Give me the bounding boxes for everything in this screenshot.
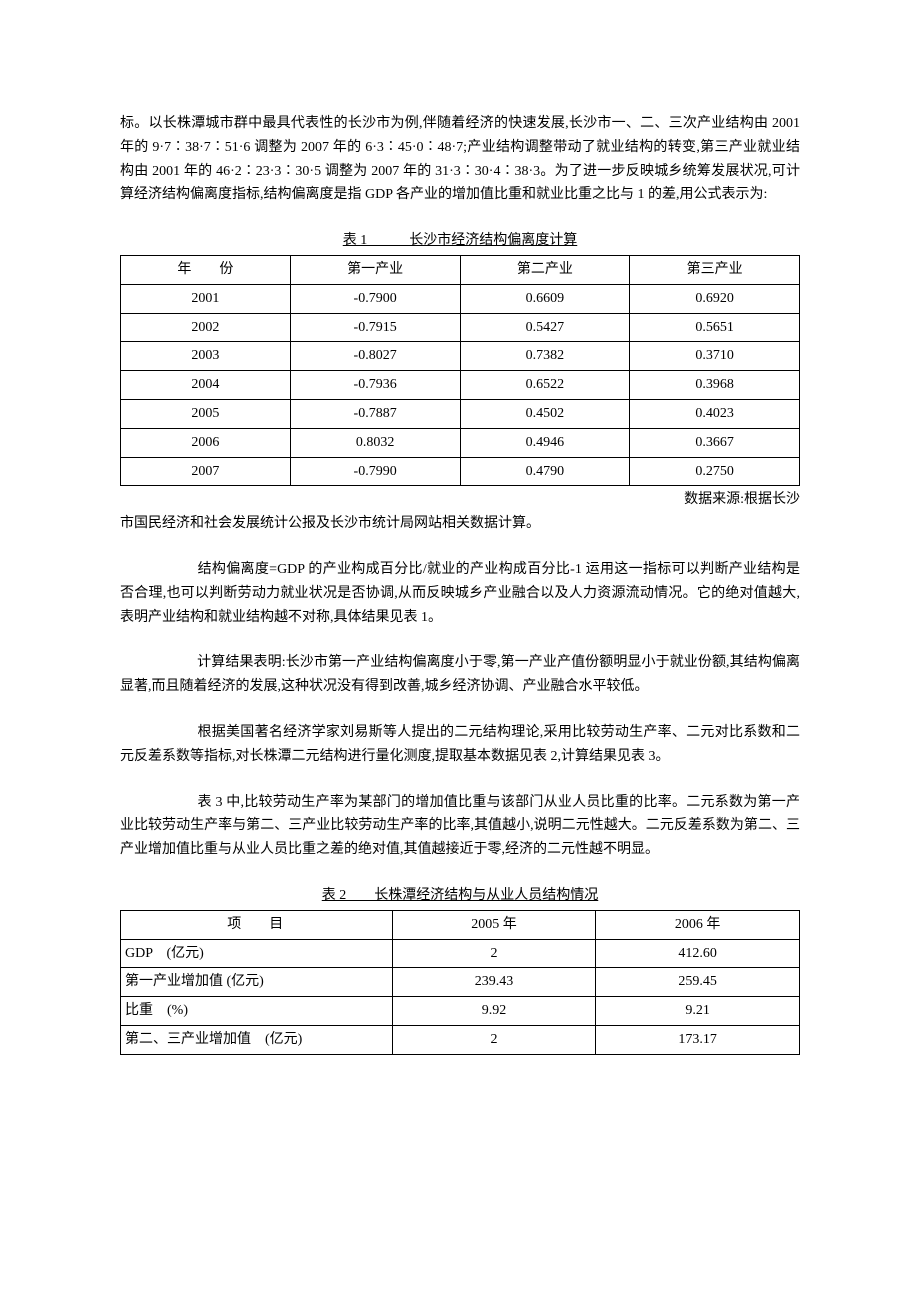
cell: 9.92	[392, 997, 596, 1026]
table2-caption: 表 2 长株潭经济结构与从业人员结构情况	[120, 884, 800, 908]
cell: 2003	[121, 342, 291, 371]
cell: -0.7936	[290, 371, 460, 400]
cell: 0.4023	[630, 399, 800, 428]
cell: 0.4502	[460, 399, 630, 428]
cell: 2	[392, 1025, 596, 1054]
table-row: 2005 -0.7887 0.4502 0.4023	[121, 399, 800, 428]
cell: 0.8032	[290, 428, 460, 457]
table1: 年 份 第一产业 第二产业 第三产业 2001 -0.7900 0.6609 0…	[120, 255, 800, 486]
cell: 0.3710	[630, 342, 800, 371]
table-row: GDP (亿元) 2 412.60	[121, 939, 800, 968]
cell: 0.3968	[630, 371, 800, 400]
cell: 第二、三产业增加值 (亿元)	[121, 1025, 393, 1054]
table1-h1: 第一产业	[290, 255, 460, 284]
table2-header-row: 项 目 2005 年 2006 年	[121, 910, 800, 939]
table1-source-right: 数据来源:根据长沙	[120, 488, 800, 512]
cell: 0.2750	[630, 457, 800, 486]
table1-h3: 第三产业	[630, 255, 800, 284]
paragraph-5: 表 3 中,比较劳动生产率为某部门的增加值比重与该部门从业人员比重的比率。二元系…	[120, 791, 800, 862]
table1-body: 2001 -0.7900 0.6609 0.6920 2002 -0.7915 …	[121, 284, 800, 486]
paragraph-2: 结构偏离度=GDP 的产业构成百分比/就业的产业构成百分比-1 运用这一指标可以…	[120, 558, 800, 629]
cell: 259.45	[596, 968, 800, 997]
cell: 0.6609	[460, 284, 630, 313]
cell: 0.7382	[460, 342, 630, 371]
table1-caption: 表 1 长沙市经济结构偏离度计算	[120, 229, 800, 253]
cell: 2004	[121, 371, 291, 400]
cell: 2005	[121, 399, 291, 428]
cell: 412.60	[596, 939, 800, 968]
cell: 2006	[121, 428, 291, 457]
table1-h2: 第二产业	[460, 255, 630, 284]
table-row: 2006 0.8032 0.4946 0.3667	[121, 428, 800, 457]
cell: 0.5651	[630, 313, 800, 342]
cell: -0.8027	[290, 342, 460, 371]
cell: 9.21	[596, 997, 800, 1026]
cell: 第一产业增加值 (亿元)	[121, 968, 393, 997]
cell: GDP (亿元)	[121, 939, 393, 968]
table2-h0: 项 目	[121, 910, 393, 939]
table-row: 第二、三产业增加值 (亿元) 2 173.17	[121, 1025, 800, 1054]
table1-h0: 年 份	[121, 255, 291, 284]
table-row: 2002 -0.7915 0.5427 0.5651	[121, 313, 800, 342]
table-row: 2003 -0.8027 0.7382 0.3710	[121, 342, 800, 371]
cell: 0.4790	[460, 457, 630, 486]
cell: -0.7887	[290, 399, 460, 428]
cell: 0.6920	[630, 284, 800, 313]
cell: 2007	[121, 457, 291, 486]
page: 标。以长株潭城市群中最具代表性的长沙市为例,伴随着经济的快速发展,长沙市一、二、…	[0, 0, 920, 1302]
cell: 0.4946	[460, 428, 630, 457]
cell: 2	[392, 939, 596, 968]
cell: 173.17	[596, 1025, 800, 1054]
table-row: 2004 -0.7936 0.6522 0.3968	[121, 371, 800, 400]
table2-h1: 2005 年	[392, 910, 596, 939]
table-row: 2007 -0.7990 0.4790 0.2750	[121, 457, 800, 486]
cell: -0.7915	[290, 313, 460, 342]
cell: 239.43	[392, 968, 596, 997]
paragraph-intro: 标。以长株潭城市群中最具代表性的长沙市为例,伴随着经济的快速发展,长沙市一、二、…	[120, 112, 800, 207]
table-row: 比重 (%) 9.92 9.21	[121, 997, 800, 1026]
table1-header-row: 年 份 第一产业 第二产业 第三产业	[121, 255, 800, 284]
cell: 2002	[121, 313, 291, 342]
paragraph-3: 计算结果表明:长沙市第一产业结构偏离度小于零,第一产业产值份额明显小于就业份额,…	[120, 651, 800, 699]
table1-source-cont: 市国民经济和社会发展统计公报及长沙市统计局网站相关数据计算。	[120, 512, 800, 536]
table-row: 第一产业增加值 (亿元) 239.43 259.45	[121, 968, 800, 997]
cell: 0.5427	[460, 313, 630, 342]
table-row: 2001 -0.7900 0.6609 0.6920	[121, 284, 800, 313]
cell: 0.3667	[630, 428, 800, 457]
cell: 比重 (%)	[121, 997, 393, 1026]
table2-body: GDP (亿元) 2 412.60 第一产业增加值 (亿元) 239.43 25…	[121, 939, 800, 1054]
paragraph-4: 根据美国著名经济学家刘易斯等人提出的二元结构理论,采用比较劳动生产率、二元对比系…	[120, 721, 800, 769]
cell: 2001	[121, 284, 291, 313]
cell: 0.6522	[460, 371, 630, 400]
cell: -0.7900	[290, 284, 460, 313]
cell: -0.7990	[290, 457, 460, 486]
table2-h2: 2006 年	[596, 910, 800, 939]
table2: 项 目 2005 年 2006 年 GDP (亿元) 2 412.60 第一产业…	[120, 910, 800, 1055]
